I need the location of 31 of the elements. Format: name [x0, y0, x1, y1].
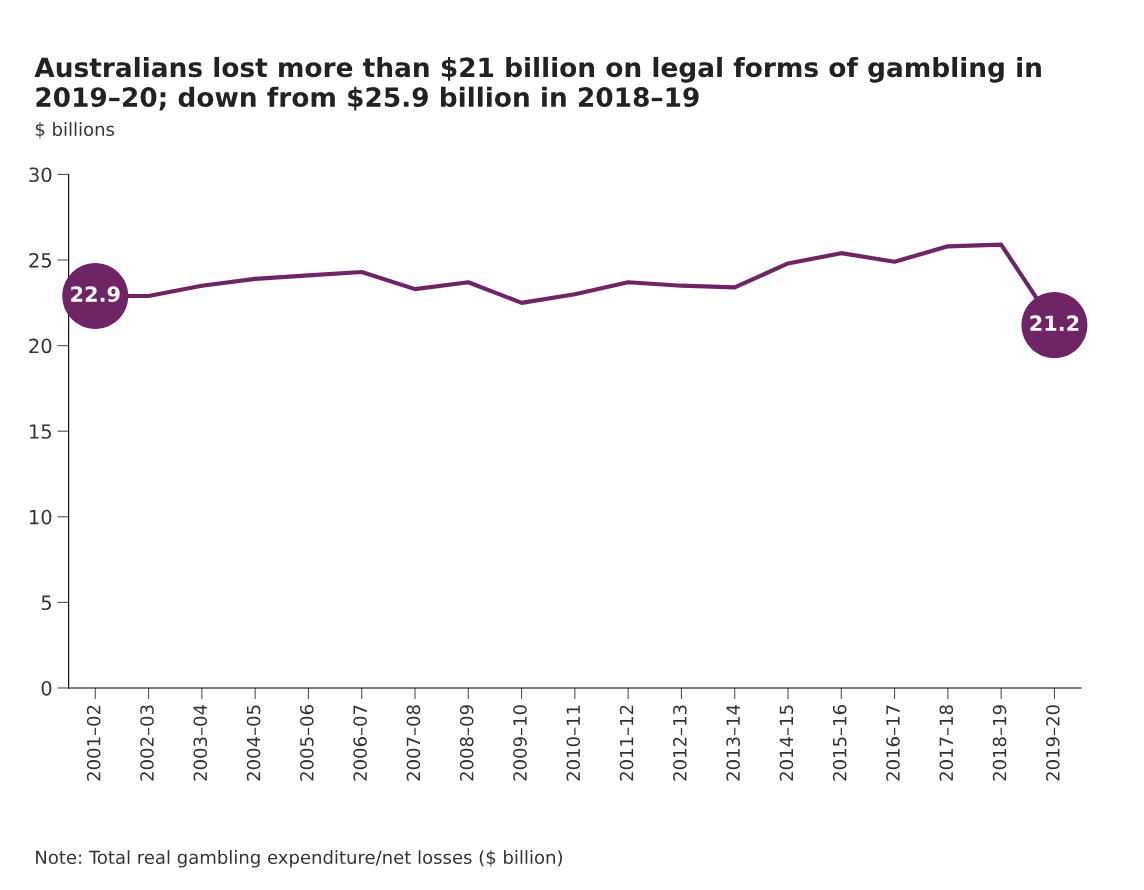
- x-tick-label: 2011–12: [619, 705, 634, 781]
- x-tick-label: 2013–14: [726, 704, 740, 781]
- text: Note: Total real gambling expenditure/net losses ($ billion): [36, 850, 562, 868]
- x-tick-label: 2012–13: [673, 705, 687, 781]
- x-tick-label: 2015–16: [832, 705, 847, 781]
- x-tick-label: 2003–04: [193, 704, 208, 781]
- data-label: 21.2: [1030, 315, 1079, 331]
- y-tick-label: 10: [30, 509, 52, 525]
- y-tick-label: 30: [29, 167, 52, 183]
- x-tick-label: 2004–05: [246, 705, 261, 781]
- x-tick-label: 2006–07: [353, 705, 367, 781]
- data-label: 22.9: [71, 286, 120, 303]
- y-axis-title: $ billions: [35, 122, 115, 139]
- x-tick-label: 2001–02: [86, 705, 101, 781]
- x-tick-label: 2008–09: [459, 705, 474, 781]
- x-tick-label: 2016–17: [886, 705, 900, 781]
- x-tick-label: 2009–10: [513, 705, 527, 781]
- x-tick-label: 2002–03: [140, 705, 154, 781]
- y-tick-label: 0: [41, 680, 52, 696]
- x-tick-label: 2019–20: [1046, 705, 1060, 781]
- x-tick-label: 2005–06: [300, 705, 314, 781]
- y-tick-label: 25: [29, 252, 51, 268]
- y-tick-label: 20: [29, 338, 52, 354]
- x-tick-label: 2010–11: [566, 705, 581, 781]
- x-tick-label: 2007–08: [406, 705, 421, 781]
- chart-title: Australians lost more than $21 billion on legal forms of gambling in 2019–20; down from $25.9 billion in 2018–19: [34, 56, 1041, 111]
- x-tick-label: 2014–15: [779, 705, 794, 781]
- y-tick-label: 5: [41, 595, 51, 611]
- y-tick-label: 15: [30, 424, 51, 439]
- x-tick-label: 2018–19: [992, 705, 1007, 781]
- x-tick-label: 2017–18: [939, 705, 954, 781]
